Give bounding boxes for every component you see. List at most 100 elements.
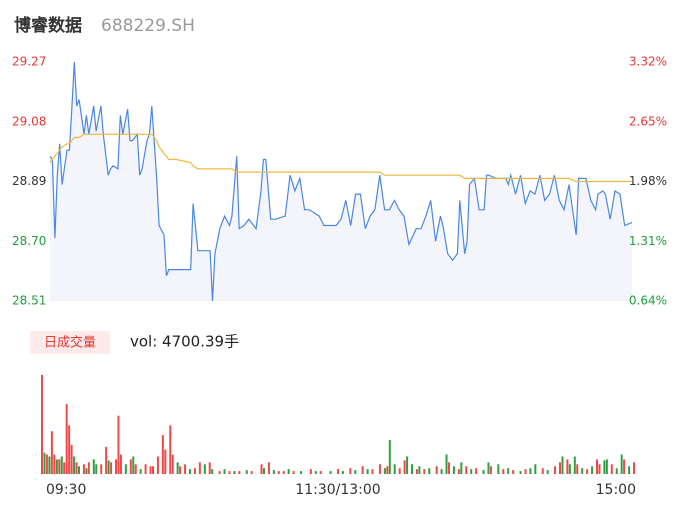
volume-bar bbox=[110, 462, 113, 474]
volume-bar bbox=[566, 459, 569, 474]
stock-code: 688229.SH bbox=[101, 16, 195, 36]
volume-bar bbox=[50, 431, 53, 474]
volume-bar bbox=[233, 471, 236, 474]
volume-bar bbox=[171, 454, 174, 474]
volume-bar bbox=[319, 471, 322, 474]
volume-bar bbox=[489, 466, 492, 474]
volume-bar bbox=[105, 446, 108, 474]
volume-bar bbox=[300, 471, 302, 474]
volume-bar bbox=[63, 462, 66, 474]
volume-bar bbox=[238, 471, 241, 474]
volume-bar bbox=[124, 464, 127, 474]
volume-label: 日成交量 bbox=[44, 335, 96, 351]
volume-bar bbox=[43, 452, 46, 474]
volume-bar bbox=[263, 468, 265, 474]
volume-bar bbox=[371, 469, 374, 474]
volume-bar bbox=[78, 466, 80, 474]
volume-bar bbox=[70, 444, 73, 474]
volume-bar bbox=[85, 468, 88, 474]
volume-label-bg bbox=[30, 331, 110, 354]
volume-bar bbox=[568, 464, 571, 474]
volume-bar bbox=[169, 425, 172, 474]
volume-bar bbox=[529, 468, 532, 474]
volume-bar bbox=[149, 466, 152, 474]
price-line bbox=[49, 61, 633, 302]
volume-bar bbox=[445, 454, 448, 474]
volume-bar bbox=[620, 454, 623, 474]
volume-bar bbox=[361, 466, 364, 474]
volume-bar bbox=[610, 464, 613, 474]
volume-bar bbox=[415, 469, 418, 474]
volume-bar bbox=[218, 471, 221, 474]
volume-bar bbox=[341, 471, 344, 474]
volume-bar bbox=[176, 462, 179, 474]
y2-tick-label: 1.98% bbox=[629, 174, 667, 188]
volume-bar bbox=[55, 459, 58, 474]
volume-bar bbox=[435, 466, 438, 474]
volume-bar bbox=[393, 464, 396, 474]
volume-bar bbox=[152, 466, 154, 474]
volume-bar bbox=[92, 459, 95, 474]
volume-bar bbox=[502, 469, 505, 474]
volume-bar bbox=[45, 454, 48, 474]
volume-bar bbox=[139, 469, 142, 474]
volume-bar bbox=[497, 464, 500, 474]
volume-bar bbox=[287, 469, 290, 474]
volume-bar bbox=[198, 462, 201, 474]
volume-bar bbox=[119, 454, 122, 474]
volume-bar bbox=[309, 469, 312, 474]
volume-bar bbox=[203, 464, 206, 474]
volume-bar bbox=[586, 469, 589, 474]
volume-bar bbox=[60, 456, 63, 474]
volume-bar bbox=[179, 466, 182, 474]
volume-bar bbox=[457, 469, 460, 474]
volume-bar bbox=[559, 462, 561, 474]
volume-bar bbox=[378, 464, 381, 474]
volume-bar bbox=[573, 456, 576, 474]
volume-bar bbox=[383, 468, 386, 474]
volume-bar bbox=[428, 468, 431, 474]
volume-bar bbox=[440, 469, 443, 474]
volume-bar bbox=[460, 462, 463, 474]
volume-bar bbox=[403, 460, 406, 474]
volume-bar bbox=[561, 456, 564, 474]
volume-bar bbox=[554, 466, 557, 474]
volume-bar bbox=[633, 462, 635, 474]
volume-bar bbox=[591, 466, 594, 474]
volume-bar bbox=[487, 462, 490, 474]
volume-bar bbox=[53, 454, 56, 474]
volume-bar bbox=[388, 440, 391, 474]
volume-bar bbox=[423, 469, 426, 474]
stock-name: 博睿数据 bbox=[14, 15, 82, 36]
volume-bar bbox=[546, 470, 549, 474]
volume-bar bbox=[189, 469, 191, 474]
volume-bar bbox=[129, 459, 132, 474]
volume-bar bbox=[386, 466, 389, 474]
price-area bbox=[50, 62, 632, 301]
volume-bar bbox=[615, 468, 618, 474]
volume-bar bbox=[282, 471, 285, 474]
volume-bar bbox=[349, 468, 352, 474]
volume-bar bbox=[68, 425, 71, 474]
volume-bar bbox=[482, 470, 485, 474]
volume-bar bbox=[354, 470, 357, 474]
volume-bar bbox=[596, 459, 598, 474]
volume-bar bbox=[134, 464, 137, 474]
volume-bar bbox=[41, 374, 43, 474]
y2-tick-label: 3.32% bbox=[629, 55, 667, 69]
volume-bar bbox=[475, 468, 478, 474]
volume-bar bbox=[73, 456, 76, 474]
volume-bar bbox=[519, 471, 522, 474]
x-tick-label: 15:00 bbox=[596, 482, 636, 498]
volume-bar bbox=[605, 459, 608, 474]
volume-bar bbox=[144, 464, 147, 474]
volume-bar bbox=[211, 469, 214, 474]
volume-annotation: vol: 4700.39手 bbox=[130, 333, 239, 351]
volume-bar bbox=[598, 464, 601, 474]
volume-bar bbox=[411, 464, 413, 474]
volume-bar bbox=[366, 469, 369, 474]
volume-bar bbox=[100, 464, 103, 474]
volume-bar bbox=[250, 471, 253, 474]
volume-bar bbox=[245, 470, 248, 474]
